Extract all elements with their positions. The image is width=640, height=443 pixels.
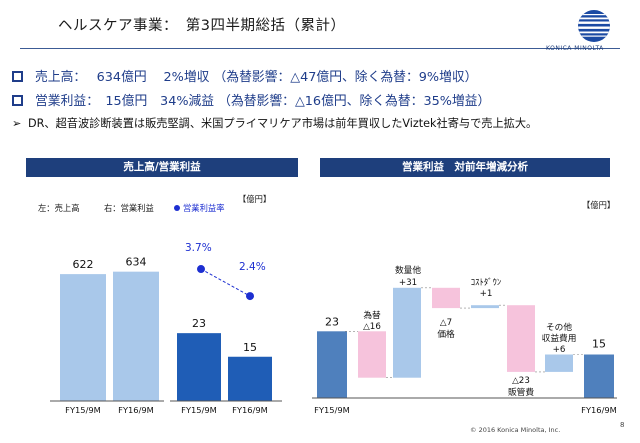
waterfall-start-bar (317, 331, 347, 398)
waterfall-step-value: +6 (553, 345, 566, 355)
waterfall-step-name: 収益費用 (542, 332, 577, 344)
profit-value-label: 23 (192, 317, 206, 330)
summary-profit-row: 営業利益： 15億円 34%減益 （為替影響：△16億円、除く為替：35%増益） (12, 90, 490, 109)
waterfall-step-name: 数量他 (395, 264, 421, 276)
arrow-bullet-icon: ➢ (12, 117, 22, 130)
category-label: FY16/9M (232, 405, 268, 415)
waterfall-end-value: 15 (592, 338, 606, 351)
copyright: © 2016 Konica Minolta, Inc. (470, 426, 561, 434)
sales-bar (60, 274, 106, 401)
summary-profit-text: 営業利益： 15億円 34%減益 （為替影響：△16億円、除く為替：35%増益） (35, 94, 491, 109)
waterfall-end-label: FY16/9M (581, 405, 617, 415)
waterfall-start-value: 23 (325, 315, 339, 328)
waterfall-step-value: △16 (363, 322, 381, 332)
square-bullet-icon (12, 95, 23, 106)
waterfall-step-value: +1 (480, 289, 493, 299)
waterfall-step-bar (545, 354, 573, 372)
profit-value-label: 15 (243, 341, 257, 354)
rate-point (246, 292, 254, 301)
summary-sales-text: 売上高： 634億円 2%増収 （為替影響：△47億円、除く為替：9%増収） (35, 70, 478, 85)
category-label: FY15/9M (181, 405, 217, 415)
summary-sales-row: 売上高： 634億円 2%増収 （為替影響：△47億円、除く為替：9%増収） (12, 66, 477, 85)
rate-label: 3.7% (185, 242, 212, 254)
sales-value-label: 634 (126, 256, 147, 269)
category-label: FY15/9M (65, 405, 101, 415)
left-panel-title: 売上高/営業利益 (26, 158, 298, 177)
waterfall-step-bar (393, 287, 421, 378)
profit-bar (177, 333, 221, 401)
right-panel-unit: 【億円】 (582, 200, 616, 210)
sales-value-label: 622 (73, 258, 94, 271)
header-divider (20, 48, 620, 49)
profit-bar (228, 356, 272, 401)
waterfall-step-value: △7 (440, 318, 452, 328)
waterfall-step-bar (471, 305, 499, 309)
waterfall-step-bar (358, 331, 386, 378)
waterfall-step-bar (432, 287, 460, 309)
summary-note-row: ➢ DR、超音波診断装置は販売堅調、米国プライマリケア市場は前年買収したVizte… (12, 115, 537, 131)
legend-sales: 左：売上高 (38, 203, 80, 213)
waterfall-step-name: 販管費 (508, 386, 534, 398)
logo-text: KONICA MINOLTA (546, 45, 604, 52)
rate-point (197, 265, 205, 274)
rate-label: 2.4% (239, 261, 266, 273)
company-logo (578, 10, 610, 42)
legend-rate: 営業利益率 (174, 202, 225, 214)
waterfall-step-bar (507, 305, 535, 372)
waterfall-start-label: FY15/9M (314, 405, 350, 415)
page-title: ヘルスケア事業： 第3四半期総括（累計） (58, 18, 346, 34)
rate-dot-icon (174, 204, 180, 211)
left-panel-unit: 【億円】 (238, 194, 272, 204)
waterfall-step-name: 為替 (363, 309, 381, 321)
legend-rate-label: 営業利益率 (183, 203, 225, 213)
header: ヘルスケア事業： 第3四半期総括（累計） KONICA MINOLTA (0, 0, 640, 52)
waterfall-end-bar (584, 354, 614, 398)
legend-profit: 右：営業利益 (104, 203, 154, 213)
waterfall-step-name: 価格 (437, 328, 455, 340)
square-bullet-icon (12, 71, 23, 82)
summary-note-text: DR、超音波診断装置は販売堅調、米国プライマリケア市場は前年買収したViztek… (28, 117, 538, 130)
sales-bar (113, 271, 159, 401)
waterfall-step-name: ｺｽﾄﾀﾞｳﾝ (471, 276, 501, 288)
waterfall-step-value: △23 (512, 376, 530, 386)
rate-line (200, 268, 251, 297)
waterfall-step-name: その他 (546, 321, 572, 333)
right-panel-title: 営業利益 対前年増減分析 (320, 158, 610, 177)
waterfall-step-value: +31 (399, 278, 417, 288)
page-number: 8 (620, 421, 625, 429)
category-label: FY16/9M (118, 405, 154, 415)
